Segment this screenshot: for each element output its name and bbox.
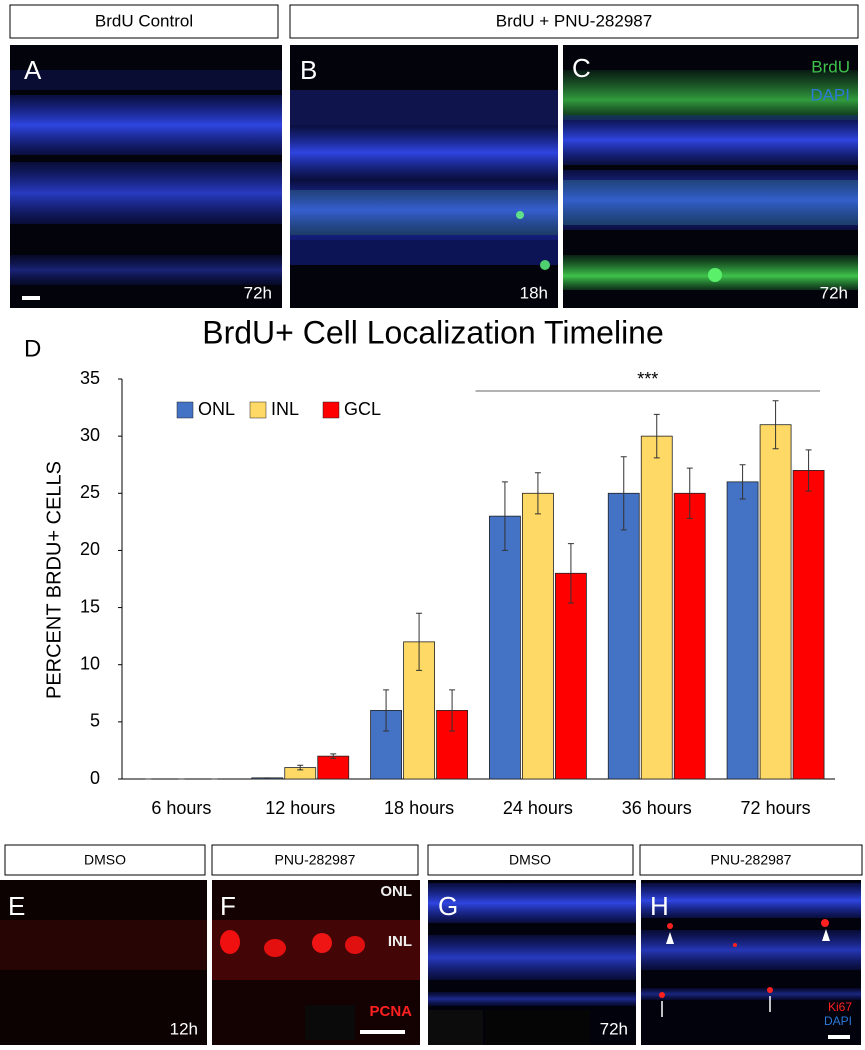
error-bar	[567, 543, 574, 604]
bar	[607, 492, 640, 780]
bar	[726, 481, 759, 780]
panel-header: PNU-282987	[275, 852, 356, 868]
bar	[489, 515, 521, 780]
x-tick-label: 6 hours	[151, 798, 211, 818]
header-box	[211, 844, 419, 876]
error-bar	[330, 753, 337, 759]
stain-label: Ki67	[828, 1000, 852, 1014]
x-tick-label: 24 hours	[503, 798, 573, 818]
layer-label: INL	[388, 933, 412, 950]
error-bar	[653, 413, 660, 459]
panel-header: DMSO	[509, 852, 551, 868]
stain-label: DAPI	[810, 85, 850, 104]
bar	[640, 435, 673, 780]
legend-swatch	[249, 401, 267, 419]
error-bar	[534, 472, 541, 515]
x-tick-label: 12 hours	[265, 798, 335, 818]
error-bar	[772, 400, 779, 450]
x-tick-label: 36 hours	[622, 798, 692, 818]
bar	[522, 492, 554, 780]
panel-label: A	[24, 55, 42, 85]
error-bar	[686, 467, 693, 519]
layer-label: ONL	[380, 883, 412, 900]
panel-label: C	[572, 53, 591, 83]
time-label: 18h	[520, 283, 548, 302]
header-box	[9, 4, 279, 39]
header-box	[639, 844, 863, 876]
bar	[673, 492, 706, 780]
y-tick-label: 5	[90, 711, 100, 731]
error-bar	[383, 689, 390, 732]
x-tick-label: 72 hours	[741, 798, 811, 818]
micrograph	[0, 880, 207, 1045]
panel-header: PNU-282987	[711, 852, 792, 868]
error-bar	[416, 612, 423, 671]
legend-label: ONL	[198, 399, 235, 419]
legend-label: INL	[271, 399, 299, 419]
y-axis-title: PERCENT BRDU+ CELLS	[43, 461, 65, 699]
header-box	[289, 4, 859, 39]
panel-header: BrdU Control	[95, 11, 193, 30]
stain-label: DAPI	[824, 1014, 852, 1028]
bar	[555, 572, 587, 780]
header-box	[4, 844, 206, 876]
panel-label: B	[300, 55, 317, 85]
micrograph	[563, 45, 858, 308]
stain-label: PCNA	[369, 1003, 412, 1020]
bar	[317, 755, 350, 780]
y-tick-label: 25	[80, 482, 100, 502]
error-bar	[739, 464, 746, 500]
panel-label: E	[8, 891, 25, 921]
y-tick-label: 30	[80, 425, 100, 445]
error-bar	[501, 481, 508, 551]
significance-label: ***	[637, 369, 658, 389]
error-bar	[805, 449, 812, 492]
chart: 0 5 10 15 20 25 30 35 6 hours 12 hours 18 hours 24 …	[80, 368, 835, 818]
y-tick-label: 15	[80, 596, 100, 616]
error-bar	[297, 764, 304, 771]
error-bar	[620, 456, 627, 531]
panel-header: BrdU + PNU-282987	[496, 11, 652, 30]
legend-swatch	[322, 401, 340, 419]
chart-title: BrdU+ Cell Localization Timeline	[202, 314, 664, 350]
legend-swatch	[176, 401, 194, 419]
bar	[759, 424, 792, 780]
stain-label: BrdU	[811, 57, 850, 76]
y-tick-label: 35	[80, 368, 100, 388]
time-label: 72h	[820, 283, 848, 302]
micrograph	[290, 45, 558, 308]
error-bar	[449, 689, 456, 732]
header-box	[427, 844, 634, 876]
micrograph	[10, 45, 282, 308]
bar	[792, 470, 825, 780]
x-tick-label: 18 hours	[384, 798, 454, 818]
legend-label: GCL	[344, 399, 381, 419]
y-tick-label: 0	[90, 768, 100, 788]
time-label: 72h	[600, 1019, 628, 1038]
time-label: 12h	[170, 1019, 198, 1038]
panel-header: DMSO	[84, 852, 126, 868]
micrograph	[428, 880, 636, 1045]
panel-label: F	[220, 891, 236, 921]
micrograph	[641, 880, 861, 1045]
panel-label: G	[438, 891, 458, 921]
micrograph	[212, 880, 420, 1045]
panel-label: D	[24, 335, 41, 362]
y-tick-label: 10	[80, 653, 100, 673]
time-label: 72h	[244, 283, 272, 302]
y-tick-label: 20	[80, 539, 100, 559]
panel-label: H	[650, 891, 669, 921]
